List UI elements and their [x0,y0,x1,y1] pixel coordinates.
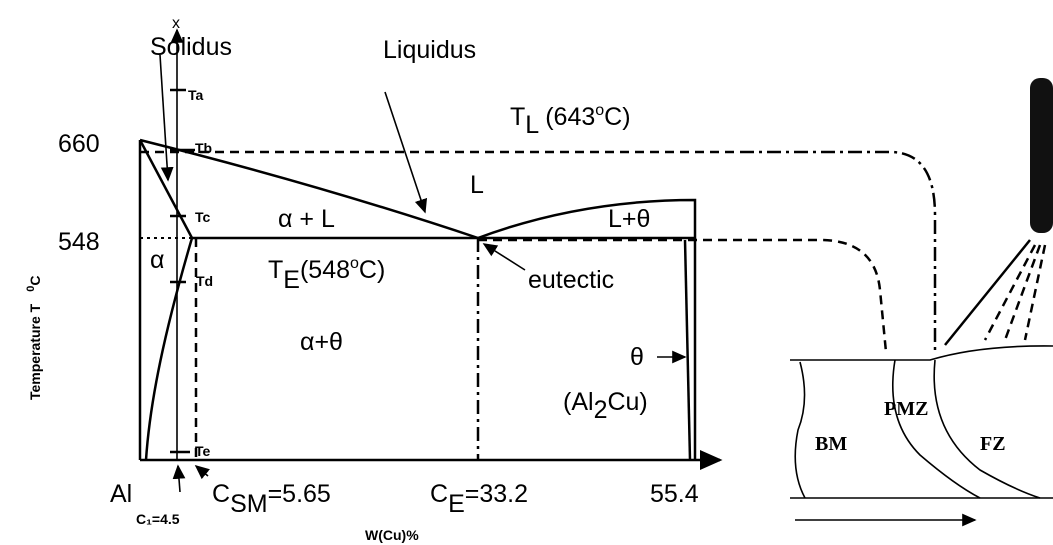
text-part: (643 [538,103,595,131]
text-part: SM [230,490,268,518]
x-axis-title: W(Cu)% [365,527,419,543]
eutectic-label: eutectic [528,266,614,294]
text-part: T [268,256,283,284]
text-part: (Al [563,388,594,416]
tick-te: Te [195,443,211,459]
y-axis-title: Temperature T0C [25,276,43,400]
text-part: C [27,276,43,286]
text-part: 2 [594,396,608,424]
text-part: o [350,255,359,272]
c554-label: 55.4 [650,480,699,508]
text-part: =33.2 [465,480,528,508]
x-label: x [172,15,180,32]
tl-to-weld [740,152,935,355]
compound-label: (Al2Cu) [563,388,648,424]
text-part: (548 [300,256,350,284]
temp-548: 548 [58,228,100,256]
temp-660: 660 [58,130,100,158]
text-part: T [510,103,525,131]
welding-torch [945,78,1053,345]
fz-label: FZ [980,433,1006,455]
text-part: E [283,266,300,294]
text-part: C) [359,256,385,284]
text-part: C) [604,103,630,131]
liquidus-label: Liquidus [383,36,476,64]
theta-boundary [685,240,690,460]
phase-alpha: α [150,246,164,274]
phase-theta: θ [630,343,644,371]
phase-l: L [470,171,484,199]
tick-td: Td [196,273,213,289]
eutectic-arrow [484,244,525,270]
csm-label: CSM=5.65 [212,480,331,518]
tick-tb: Tb [195,140,212,156]
csm-arrow [196,466,208,476]
text-part: =5.65 [268,480,331,508]
text-part: o [595,102,604,119]
ce-label: CE=33.2 [430,480,528,518]
bm-label: BM [815,433,847,455]
solidus-label: Solidus [150,33,232,61]
text-part: C [212,480,230,508]
tick-ta: Ta [188,87,204,103]
pmz-label: PMZ [884,398,928,420]
phase-l-theta: L+θ [608,205,650,233]
text-part: Cu) [607,388,647,416]
text-part: Temperature T [27,303,43,400]
phase-alpha-l: α + L [278,205,335,233]
te-label: TE(548oC) [268,255,385,294]
tl-label: TL (643oC) [510,102,631,139]
text-part: L [525,111,539,139]
c1-label: C₁=4.5 [136,511,180,527]
diagram: x Solidus Liquidus 660 548 Ta Tb Tc Td T… [0,0,1053,545]
text-part: E [448,490,465,518]
te-to-weld [478,240,886,352]
solidus-arrow [160,55,168,180]
text-part: C [430,480,448,508]
c1-arrow [178,466,180,492]
al-label: Al [110,480,132,508]
phase-alpha-theta: α+θ [300,328,343,356]
tick-tc: Tc [195,209,211,225]
